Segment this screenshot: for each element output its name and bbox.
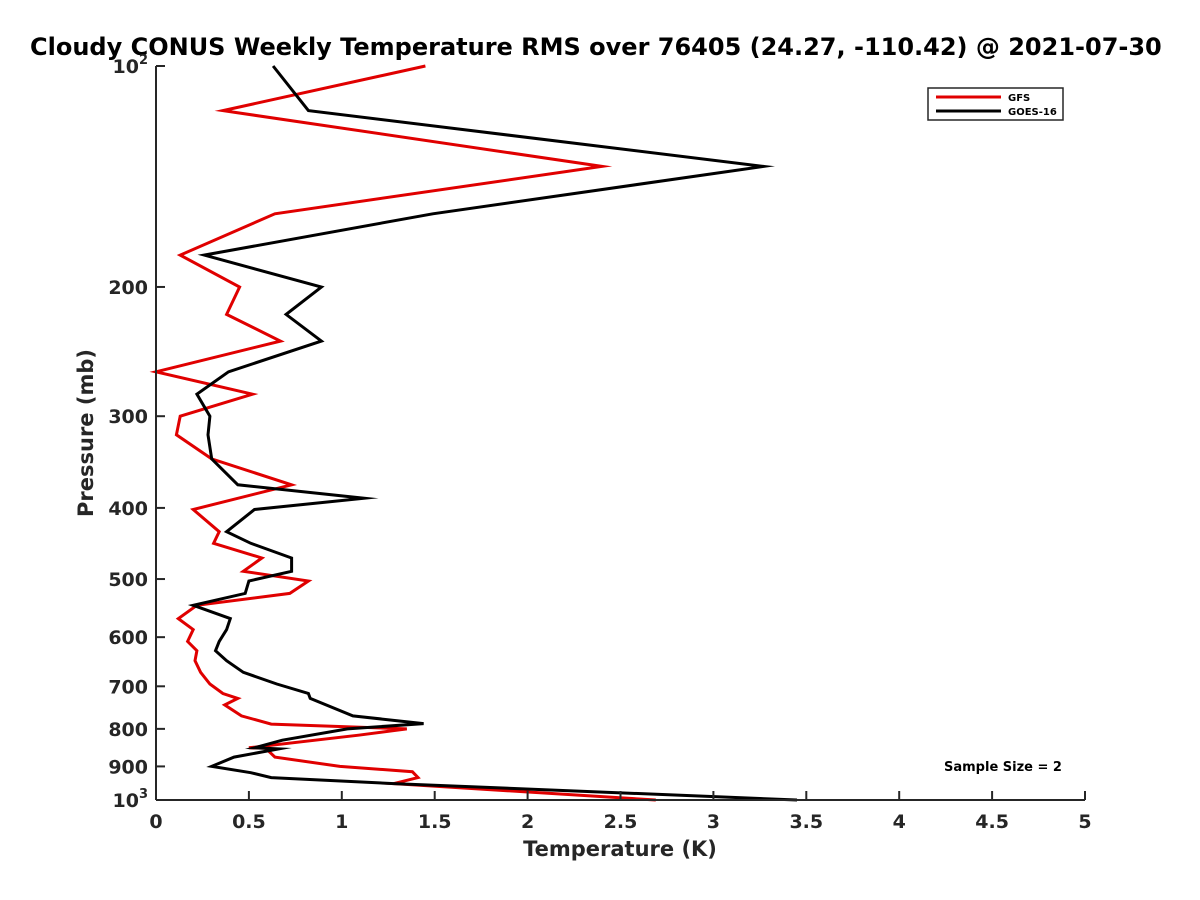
y-tick-label-2: 300 [108, 406, 148, 428]
axes-layer: 0 0.5 1 1.5 2 2.5 3 3.5 4 4.5 5 102 200 300 400 500 600 7… [108, 53, 1091, 833]
x-tick-label-9: 4.5 [975, 811, 1009, 833]
x-tick-label-3: 1.5 [418, 811, 452, 833]
x-tick-label-2: 1 [335, 811, 348, 833]
x-tick-label-5: 2.5 [604, 811, 638, 833]
y-axis-label: Pressure (mb) [74, 349, 98, 517]
y-tick-label-3: 400 [108, 498, 148, 520]
legend-label-gfs: GFS [1008, 93, 1030, 104]
x-tick-label-4: 2 [521, 811, 534, 833]
x-tick-label-10: 5 [1078, 811, 1091, 833]
legend-label-goes-16: GOES-16 [1008, 107, 1057, 118]
x-tick-label-8: 4 [893, 811, 906, 833]
series-layer [149, 64, 798, 802]
series-line-goes-16 [187, 65, 798, 802]
chart-title: Cloudy CONUS Weekly Temperature RMS over… [30, 33, 1162, 61]
sample-size-annotation: Sample Size = 2 [944, 760, 1062, 775]
series-line-gfs [149, 64, 656, 802]
y-tick-label-6: 700 [108, 676, 148, 698]
x-axis-label: Temperature (K) [523, 837, 717, 861]
x-tick-label-6: 3 [707, 811, 720, 833]
y-tick-label-8: 900 [108, 756, 148, 778]
y-tick-label-0: 102 [113, 53, 149, 78]
y-tick-label-4: 500 [108, 569, 148, 591]
x-tick-label-0: 0 [149, 811, 162, 833]
x-tick-label-7: 3.5 [789, 811, 823, 833]
legend-box [927, 87, 1064, 121]
y-tick-label-9: 103 [113, 787, 149, 812]
x-tick-label-1: 0.5 [232, 811, 266, 833]
y-tick-label-1: 200 [108, 277, 148, 299]
y-tick-label-7: 800 [108, 719, 148, 741]
legend: GFS GOES-16 [927, 87, 1064, 121]
y-tick-label-5: 600 [108, 627, 148, 649]
